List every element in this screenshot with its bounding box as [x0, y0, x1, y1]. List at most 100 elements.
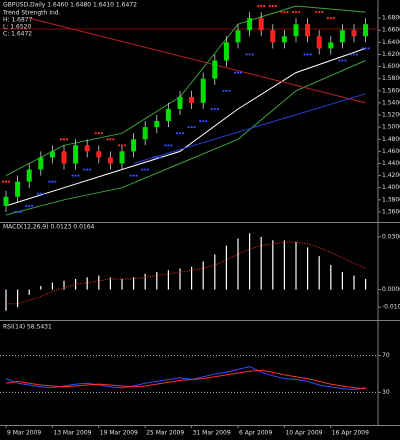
sar-dot [233, 71, 237, 74]
sar-dot [367, 47, 370, 50]
sar-dot [271, 4, 274, 8]
y-tick-label: 1.6800 [382, 15, 400, 22]
histogram-bar [179, 268, 181, 290]
y-tick-label: -0.0100 [382, 304, 400, 311]
sar-dot [77, 174, 80, 177]
histogram-bar [237, 238, 239, 290]
indicator-info: C: 1.6472 [3, 31, 32, 38]
indicator-line [5, 47, 366, 207]
indicator-info: H: 1.6877 [3, 17, 33, 24]
histogram-bar [202, 261, 204, 290]
histogram-bar [63, 280, 65, 290]
sar-dot [228, 89, 231, 92]
sar-dot [94, 132, 97, 135]
x-tick-label: 16 Apr 2009 [332, 430, 369, 437]
sar-dot [205, 119, 208, 123]
candle-body [73, 145, 79, 164]
sar-dot [155, 156, 158, 159]
sar-dot [100, 132, 103, 135]
histogram-bar [295, 242, 297, 290]
sar-dot [187, 126, 190, 129]
sar-dot [39, 192, 42, 195]
histogram-bar [144, 273, 146, 290]
pane-title: RSI(14) 58.5431 [3, 324, 52, 331]
candle-body [223, 42, 229, 61]
sar-dot [318, 10, 321, 14]
sar-dot [190, 126, 193, 129]
sar-dot [199, 119, 202, 123]
sar-dot [309, 53, 312, 56]
sar-dot [54, 180, 57, 183]
histogram-bar [225, 245, 227, 290]
candle-body [258, 18, 264, 31]
sar-dot [7, 180, 11, 183]
candle-body [351, 30, 357, 37]
y-tick-label: 1.4800 [382, 136, 400, 143]
x-tick-label: 13 Mar 2009 [53, 430, 91, 437]
y-tick-label: 1.6000 [382, 63, 400, 70]
y-tick-label: 1.5200 [382, 112, 400, 119]
x-tick-label: 19 Mar 2009 [100, 430, 138, 437]
sar-dot [164, 144, 167, 147]
histogram-bar [109, 277, 111, 290]
y-tick-label: 1.4200 [382, 172, 400, 179]
sar-dot [349, 53, 353, 56]
signal-line [6, 241, 366, 305]
sar-dot [236, 71, 240, 74]
sar-dot [175, 132, 179, 135]
y-tick-label: 1.4400 [382, 160, 400, 167]
sar-dot [332, 17, 335, 20]
sar-dot [42, 192, 45, 195]
sar-dot [268, 4, 271, 8]
candle-body [281, 36, 287, 43]
sar-dot [51, 180, 54, 183]
x-tick-label: 6 Apr 2009 [239, 430, 272, 437]
sar-dot [25, 204, 28, 207]
sar-dot [144, 168, 147, 171]
y-tick-label: 1.5000 [382, 124, 400, 131]
sar-dot [274, 4, 277, 8]
pane-title: MACD(12,26,9) 0.0123 0.0164 [3, 224, 95, 231]
candle-body [119, 151, 125, 164]
oscillator-line [5, 366, 366, 391]
x-tick-label: 9 Mar 2009 [7, 430, 41, 437]
candle-body [316, 36, 322, 49]
candle-body [26, 169, 32, 182]
histogram-bar [133, 277, 135, 290]
sar-dot [167, 144, 170, 147]
candle-body [200, 78, 206, 103]
sar-dot [216, 107, 219, 111]
sar-dot [352, 53, 356, 56]
sar-dot [4, 180, 8, 183]
sar-dot [286, 10, 289, 14]
sar-dot [71, 174, 74, 177]
candle-body [154, 121, 160, 128]
sar-dot [16, 210, 19, 214]
y-tick-label: 1.3800 [382, 196, 400, 203]
histogram-bar [28, 289, 30, 295]
sar-dot [170, 144, 173, 147]
sar-dot [213, 107, 216, 111]
sar-dot [86, 168, 89, 171]
histogram-bar [167, 270, 169, 290]
histogram-bar [318, 256, 320, 290]
sar-dot [280, 10, 283, 14]
sar-dot [294, 10, 298, 14]
sar-dot [303, 53, 306, 56]
candle-body [165, 108, 171, 122]
histogram-bar [365, 279, 367, 290]
candle-body [131, 139, 137, 152]
candle-body [49, 151, 55, 158]
candle-body [363, 24, 369, 37]
sar-dot [321, 10, 324, 14]
sar-dot [158, 156, 161, 159]
candle-body [189, 96, 195, 103]
y-tick-label: 1.6200 [382, 51, 400, 58]
histogram-bar [191, 266, 193, 290]
sar-dot [364, 47, 367, 50]
sar-dot [225, 89, 228, 92]
candle-body [15, 181, 21, 197]
sar-dot [48, 180, 51, 183]
candle-body [212, 60, 218, 79]
